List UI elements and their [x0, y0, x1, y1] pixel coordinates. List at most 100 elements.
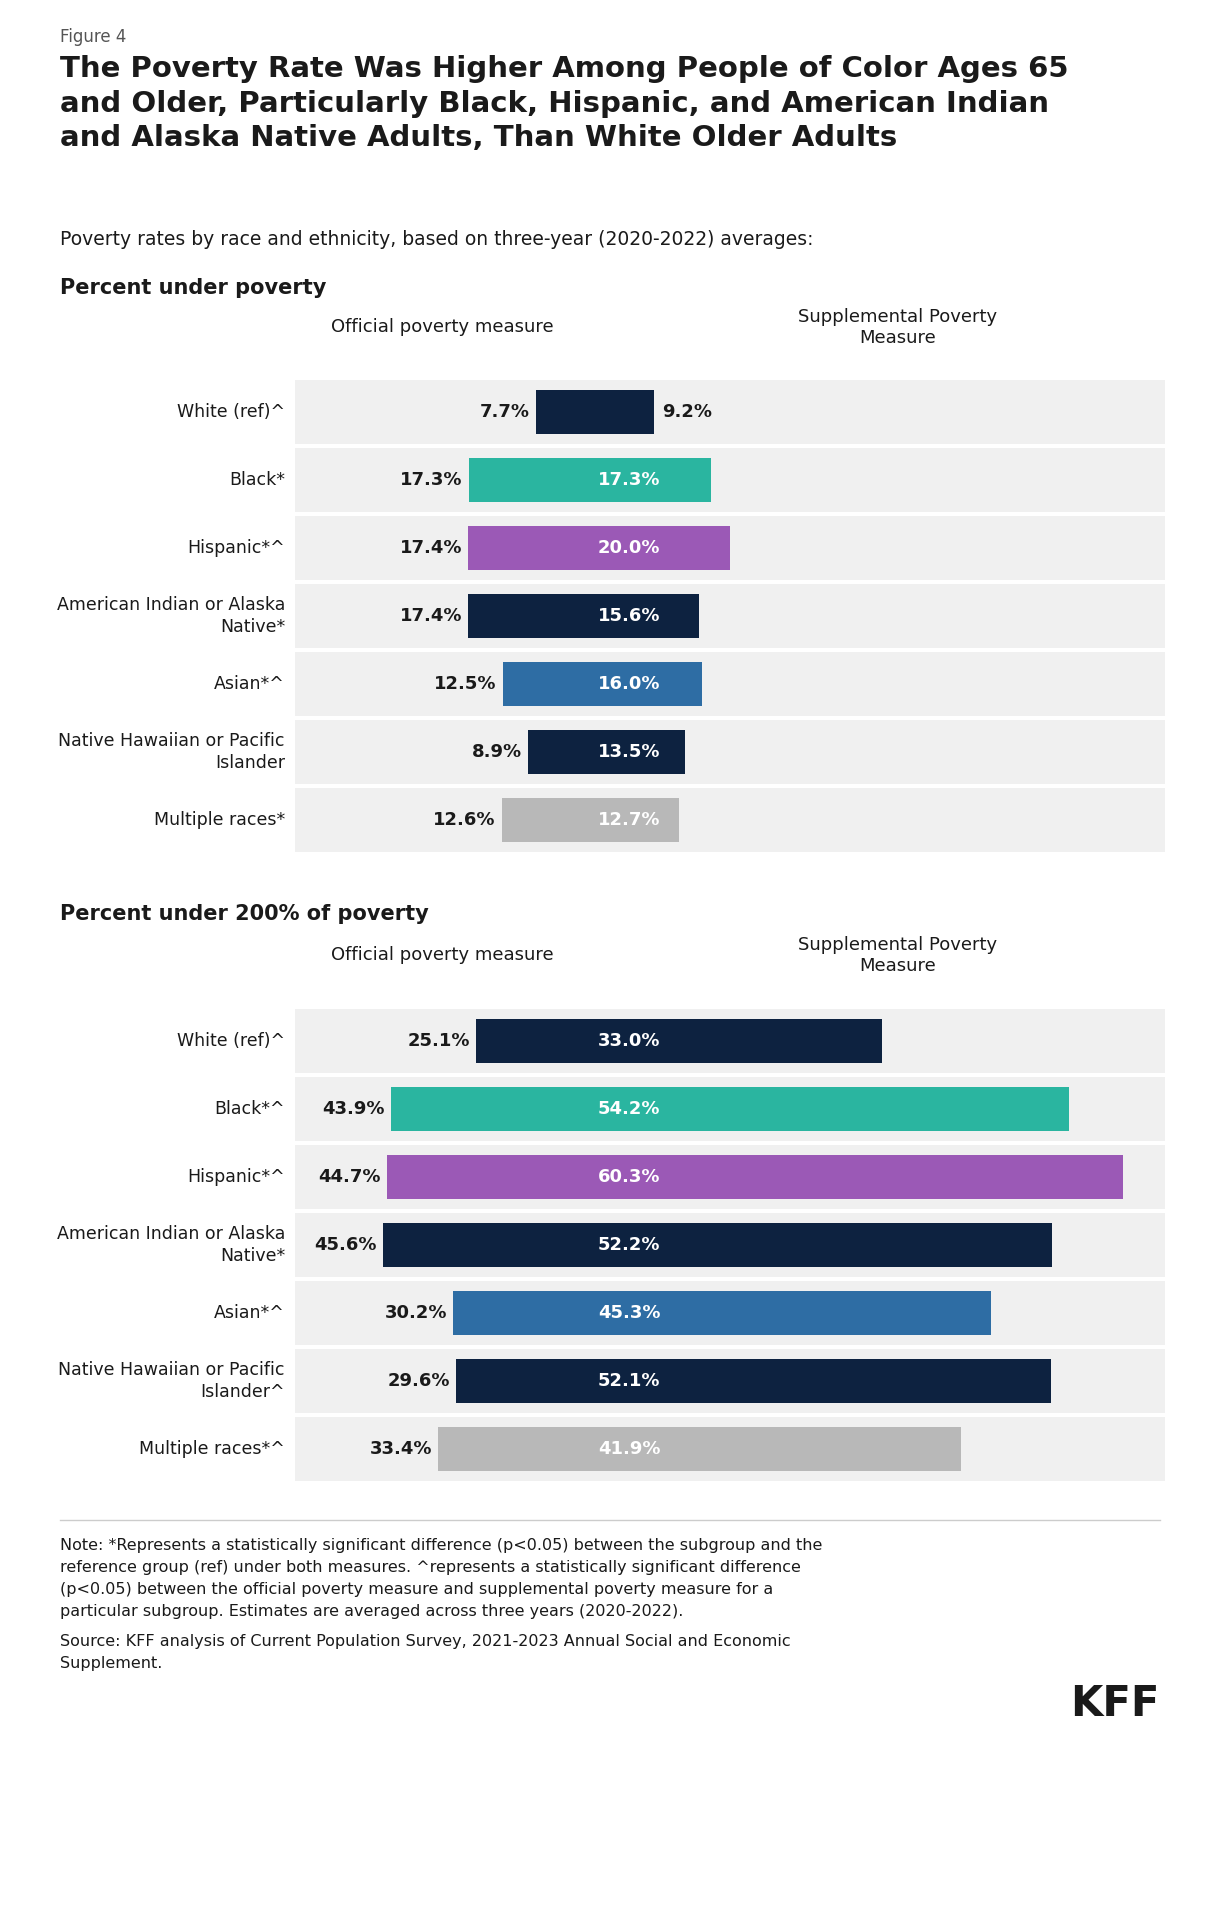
Text: Hispanic*^: Hispanic*^ [188, 1168, 285, 1187]
Bar [295, 1077, 1165, 1141]
Bar [590, 457, 711, 502]
Bar [476, 1019, 590, 1063]
Text: 12.7%: 12.7% [598, 811, 660, 830]
Text: (p<0.05) between the official poverty measure and supplemental poverty measure f: (p<0.05) between the official poverty me… [60, 1583, 773, 1596]
Text: Percent under poverty: Percent under poverty [60, 278, 327, 297]
Bar [295, 652, 1165, 716]
Bar [590, 527, 730, 569]
Bar [295, 787, 1165, 851]
Bar [295, 1009, 1165, 1073]
Text: 43.9%: 43.9% [322, 1100, 384, 1117]
Text: Figure 4: Figure 4 [60, 29, 127, 46]
Bar [295, 585, 1165, 648]
Text: 17.3%: 17.3% [598, 471, 660, 488]
Text: Black*: Black* [229, 471, 285, 488]
Text: Note: *Represents a statistically significant difference (p<0.05) between the su: Note: *Represents a statistically signif… [60, 1538, 822, 1554]
Text: particular subgroup. Estimates are averaged across three years (2020-2022).: particular subgroup. Estimates are avera… [60, 1604, 683, 1619]
Text: Native*: Native* [220, 1247, 285, 1264]
Text: 20.0%: 20.0% [598, 538, 660, 558]
Text: Official poverty measure: Official poverty measure [331, 946, 554, 963]
Bar [390, 1087, 590, 1131]
Text: White (ref)^: White (ref)^ [177, 403, 285, 421]
Bar [590, 1087, 1070, 1131]
Bar [590, 797, 678, 841]
Bar [590, 1019, 882, 1063]
Text: 13.5%: 13.5% [598, 743, 660, 760]
Text: Asian*^: Asian*^ [215, 1305, 285, 1322]
Text: 30.2%: 30.2% [384, 1305, 447, 1322]
Text: Native*: Native* [220, 618, 285, 637]
Bar [295, 1282, 1165, 1345]
Text: 17.4%: 17.4% [400, 608, 462, 625]
Bar [295, 515, 1165, 581]
Bar [536, 390, 590, 434]
Text: Poverty rates by race and ethnicity, based on three-year (2020-2022) averages:: Poverty rates by race and ethnicity, bas… [60, 230, 814, 249]
Bar [453, 1291, 590, 1336]
Text: 29.6%: 29.6% [387, 1372, 450, 1390]
Text: Percent under 200% of poverty: Percent under 200% of poverty [60, 903, 428, 924]
Text: Black*^: Black*^ [215, 1100, 285, 1117]
Text: Hispanic*^: Hispanic*^ [188, 538, 285, 558]
Text: Multiple races*^: Multiple races*^ [139, 1440, 285, 1457]
Text: 33.4%: 33.4% [370, 1440, 432, 1457]
Text: 52.1%: 52.1% [598, 1372, 660, 1390]
Text: 52.2%: 52.2% [598, 1235, 660, 1254]
Text: 25.1%: 25.1% [407, 1033, 470, 1050]
Bar [590, 1291, 991, 1336]
Text: Supplemental Poverty
Measure: Supplemental Poverty Measure [798, 936, 997, 975]
Text: 41.9%: 41.9% [598, 1440, 660, 1457]
Bar [295, 1144, 1165, 1208]
Text: 60.3%: 60.3% [598, 1168, 660, 1187]
Text: Supplement.: Supplement. [60, 1656, 162, 1671]
Text: 15.6%: 15.6% [598, 608, 660, 625]
Text: 16.0%: 16.0% [598, 676, 660, 693]
Text: Supplemental Poverty
Measure: Supplemental Poverty Measure [798, 309, 997, 347]
Bar [295, 1212, 1165, 1278]
Bar [468, 457, 590, 502]
Bar [455, 1359, 590, 1403]
Bar [387, 1154, 590, 1199]
Bar [468, 594, 590, 639]
Text: 7.7%: 7.7% [481, 403, 531, 421]
Bar [383, 1224, 590, 1266]
Bar [590, 730, 684, 774]
Bar [590, 1154, 1124, 1199]
Bar [295, 1417, 1165, 1480]
Text: 17.3%: 17.3% [400, 471, 462, 488]
Bar [528, 730, 590, 774]
Bar [295, 448, 1165, 511]
Text: 8.9%: 8.9% [472, 743, 522, 760]
Bar [590, 1426, 960, 1471]
Text: 54.2%: 54.2% [598, 1100, 660, 1117]
Bar [438, 1426, 590, 1471]
Text: The Poverty Rate Was Higher Among People of Color Ages 65
and Older, Particularl: The Poverty Rate Was Higher Among People… [60, 54, 1069, 152]
Bar [590, 594, 699, 639]
Bar [295, 720, 1165, 784]
Bar [590, 662, 702, 706]
Text: reference group (ref) under both measures. ^represents a statistically significa: reference group (ref) under both measure… [60, 1559, 800, 1575]
Text: 44.7%: 44.7% [318, 1168, 381, 1187]
Text: Source: KFF analysis of Current Population Survey, 2021-2023 Annual Social and E: Source: KFF analysis of Current Populati… [60, 1635, 791, 1648]
Text: 17.4%: 17.4% [400, 538, 462, 558]
Bar [295, 380, 1165, 444]
Text: Official poverty measure: Official poverty measure [331, 318, 554, 336]
Text: 33.0%: 33.0% [598, 1033, 660, 1050]
Text: KFF: KFF [1071, 1683, 1160, 1725]
Text: 12.5%: 12.5% [434, 676, 497, 693]
Text: Asian*^: Asian*^ [215, 676, 285, 693]
Bar [503, 662, 590, 706]
Text: White (ref)^: White (ref)^ [177, 1033, 285, 1050]
Bar [468, 527, 590, 569]
Text: Islander^: Islander^ [200, 1384, 285, 1401]
Text: Islander: Islander [215, 755, 285, 772]
Text: American Indian or Alaska: American Indian or Alaska [56, 1226, 285, 1243]
Bar [590, 1359, 1050, 1403]
Text: American Indian or Alaska: American Indian or Alaska [56, 596, 285, 614]
Text: Native Hawaiian or Pacific: Native Hawaiian or Pacific [59, 1361, 285, 1380]
Text: 9.2%: 9.2% [662, 403, 712, 421]
Text: 45.3%: 45.3% [598, 1305, 660, 1322]
Bar [501, 797, 590, 841]
Bar [590, 390, 654, 434]
Text: 12.6%: 12.6% [433, 811, 495, 830]
Bar [295, 1349, 1165, 1413]
